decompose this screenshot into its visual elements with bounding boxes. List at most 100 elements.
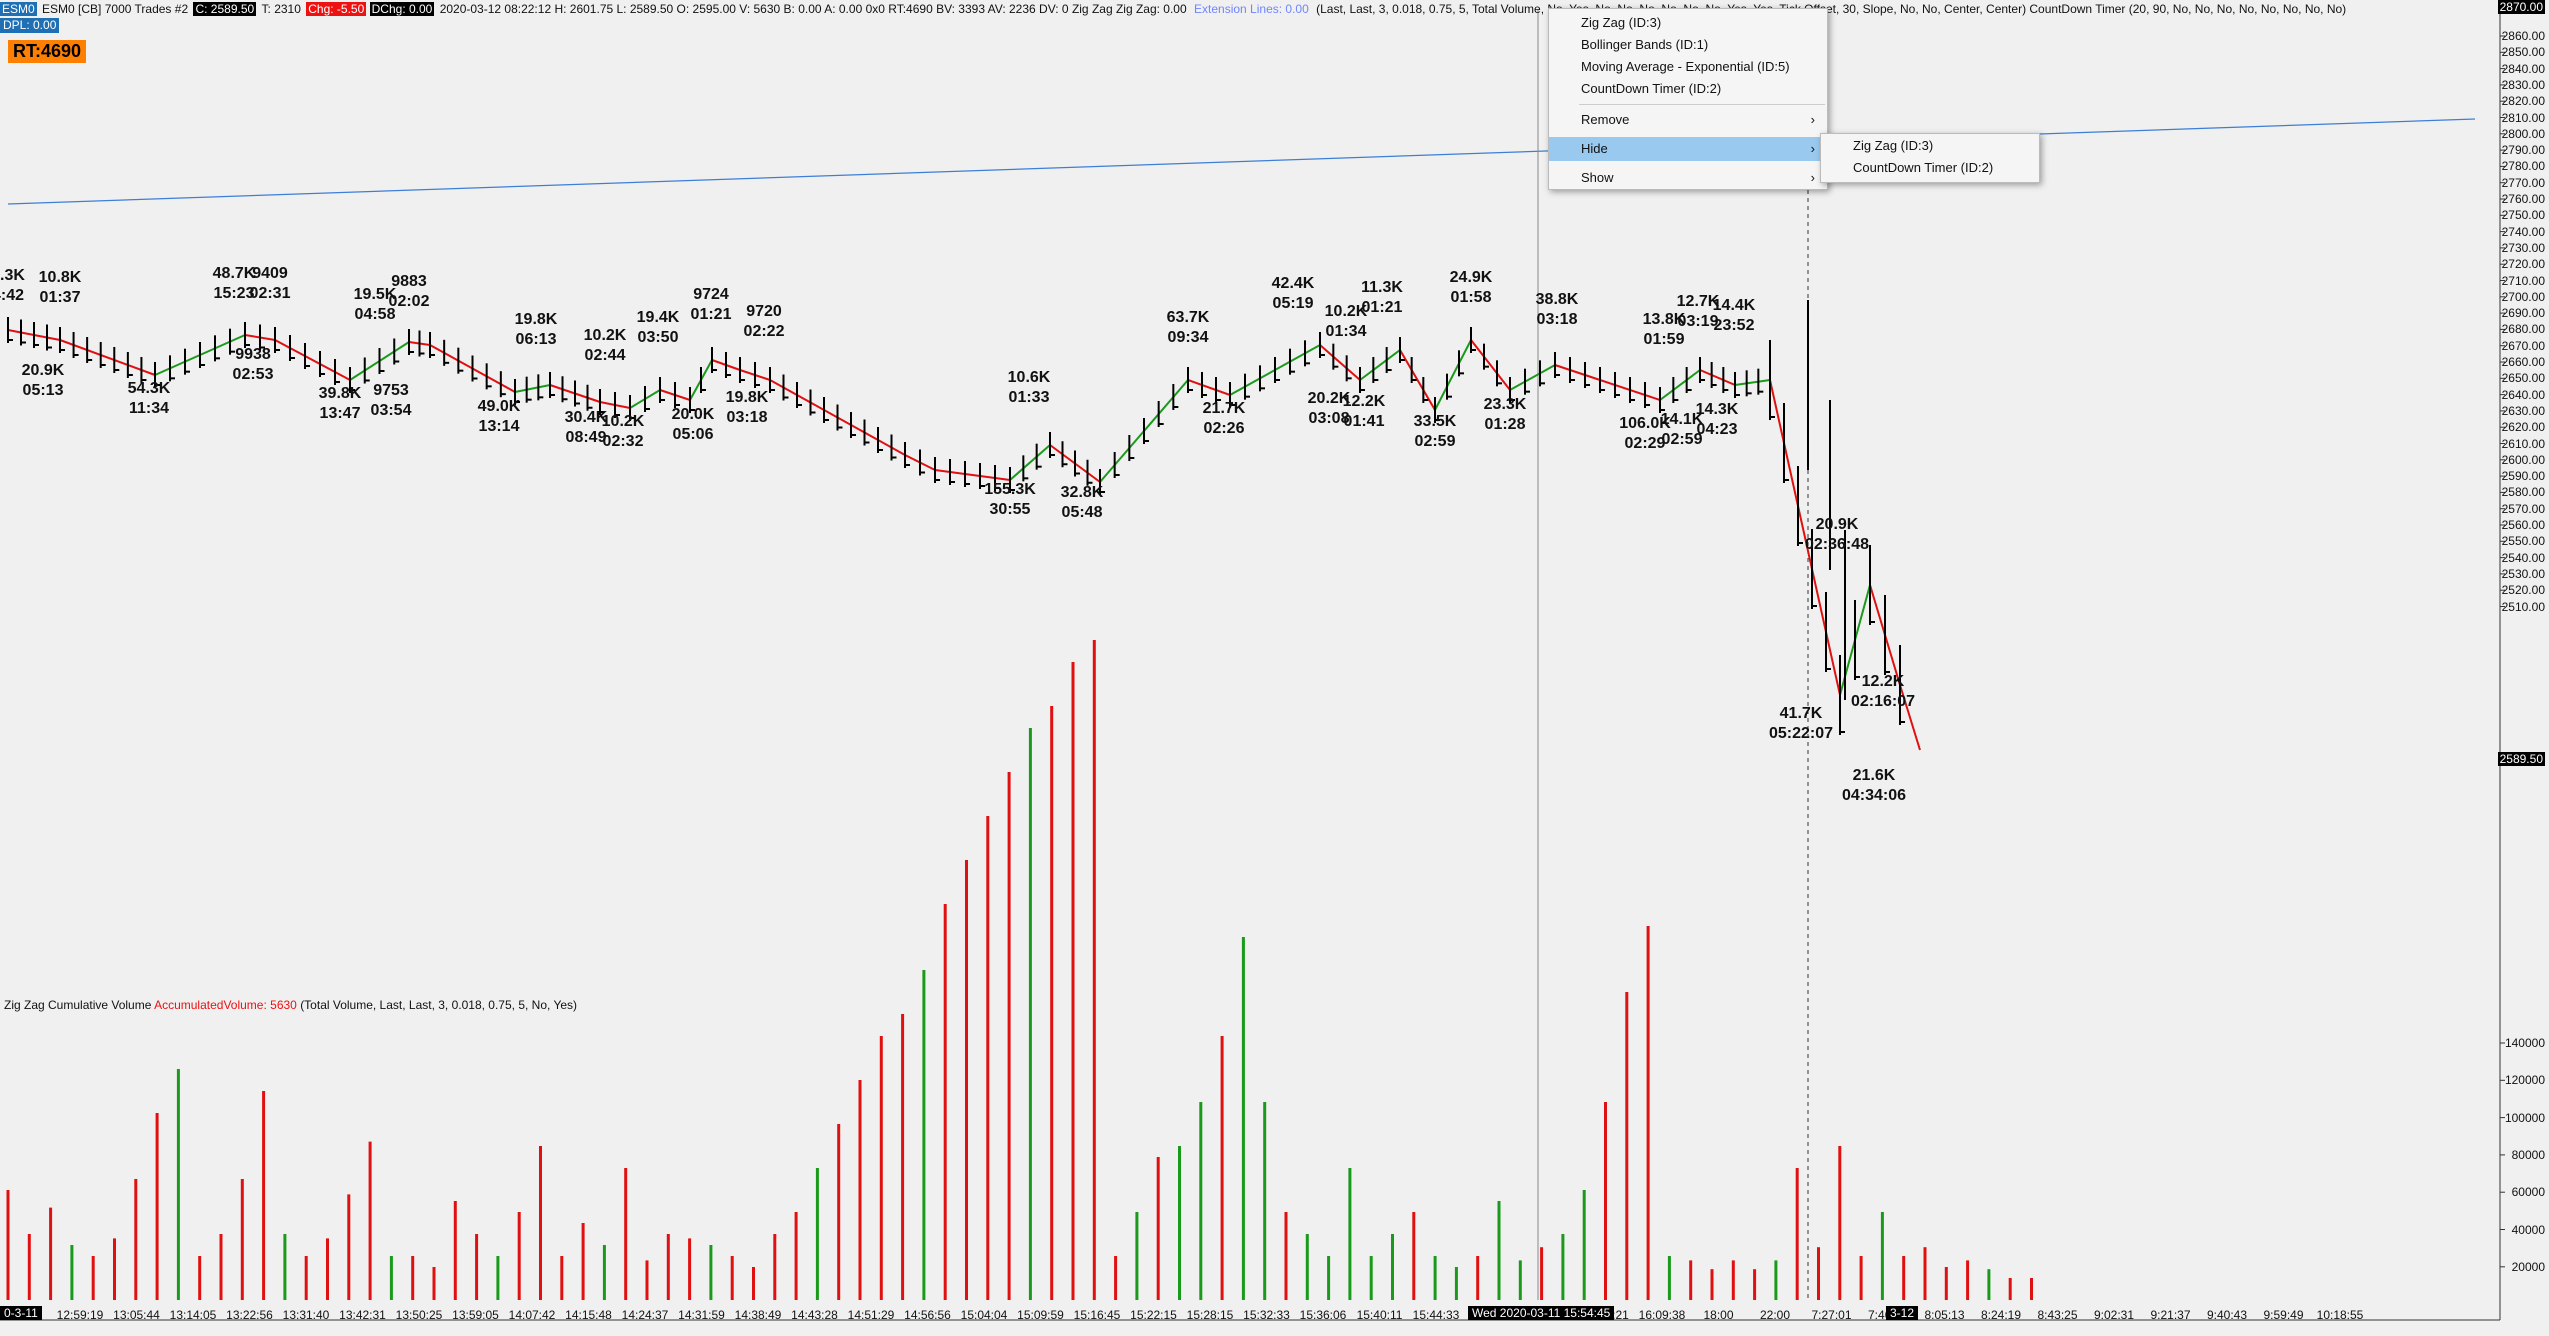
- zigzag-segment: [1554, 364, 1601, 381]
- price-tick-label: 2570.00: [2501, 501, 2545, 516]
- zigzag-volume: 12.2K: [1861, 673, 1905, 690]
- price-tick-label: 2650.00: [2501, 371, 2545, 386]
- menu-item-ema[interactable]: Moving Average - Exponential (ID:5): [1581, 59, 1790, 74]
- zigzag-time: 01:37: [39, 289, 81, 306]
- volume-tick-label: 20000: [2511, 1259, 2545, 1274]
- zigzag-label: 19.8K 06:13: [515, 310, 558, 350]
- zigzag-label: 20.9K 02:36:48: [1805, 515, 1869, 555]
- zigzag-volume: 14.1K: [1660, 411, 1704, 428]
- time-tick-label: 15:28:15: [1186, 1308, 1234, 1322]
- show-label: Show: [1581, 170, 1614, 185]
- zigzag-time: 01:59: [1643, 331, 1685, 348]
- zigzag-time: 02:32: [602, 433, 644, 450]
- menu-item-countdown[interactable]: CountDown Timer (ID:2): [1581, 81, 1722, 96]
- zigzag-volume: 38.8K: [1535, 291, 1579, 308]
- zigzag-segment: [1659, 369, 1701, 401]
- price-tick-label: 2740.00: [2501, 224, 2545, 239]
- time-tick-label: 15:16:45: [1073, 1308, 1121, 1322]
- zigzag-label: 0.3K 4:42: [0, 266, 25, 306]
- menu-item-show[interactable]: Show ›: [1549, 166, 1827, 190]
- zigzag-label: 10.2K 02:32: [602, 412, 645, 452]
- submenu-item-countdown[interactable]: CountDown Timer (ID:2): [1853, 160, 1994, 175]
- moving-average-line: [7, 118, 2476, 205]
- menu-item-bollinger[interactable]: Bollinger Bands (ID:1): [1581, 37, 1709, 52]
- zigzag-time: 03:50: [637, 329, 679, 346]
- time-tick-label: 16:09:38: [1638, 1308, 1686, 1322]
- context-menu: Zig Zag (ID:3) Bollinger Bands (ID:1) Mo…: [1548, 8, 1828, 190]
- zigzag-segment: [1899, 684, 1921, 751]
- zigzag-label: 20.0K 05:06: [672, 405, 715, 445]
- zigzag-label: 19.5K 04:58: [354, 285, 397, 325]
- zigzag-volume: 20.2K: [1307, 390, 1351, 407]
- time-tick-label: 9:40:43: [2206, 1308, 2248, 1322]
- zigzag-time: 03:18: [726, 409, 768, 426]
- price-tick-label: 2660.00: [2501, 355, 2545, 369]
- date-left: 0-3-11: [0, 1306, 42, 1320]
- submenu-item-zigzag[interactable]: Zig Zag (ID:3): [1853, 138, 1934, 153]
- zigzag-time: 04:58: [354, 306, 396, 323]
- price-tick-label: 2700.00: [2501, 289, 2545, 304]
- zigzag-segment: [1769, 379, 1841, 696]
- price-tick-label: 2810.00: [2501, 110, 2545, 125]
- zigzag-segment: [514, 384, 551, 393]
- zigzag-time: 01:34: [1325, 323, 1367, 340]
- zigzag-label: 32.8K 05:48: [1061, 483, 1104, 523]
- time-tick-label: 13:14:05: [169, 1308, 217, 1322]
- zigzag-segment: [1319, 344, 1361, 381]
- zigzag-volume: 10.2K: [583, 327, 627, 344]
- time-tick-label: 13:59:05: [452, 1308, 499, 1322]
- zigzag-volume: 10.6K: [1007, 369, 1051, 386]
- zigzag-label: 9753 03:54: [371, 381, 412, 421]
- zigzag-volume: 12.7K: [1676, 293, 1720, 310]
- zigzag-label: 12.2K 02:16:07: [1851, 672, 1915, 712]
- price-tick-label: 2730.00: [2501, 240, 2545, 255]
- time-tick-label: 14:56:56: [904, 1308, 951, 1322]
- zigzag-time: 02:53: [232, 366, 274, 383]
- zigzag-volume: 14.3K: [1695, 401, 1739, 418]
- zigzag-volume: 9938: [235, 346, 271, 363]
- zigzag-volume: 19.4K: [636, 309, 680, 326]
- price-tick-label: 2510.00: [2501, 599, 2545, 614]
- price-tick-label: 2860.00: [2501, 29, 2545, 43]
- zigzag-volume: 10.2K: [601, 413, 645, 430]
- zigzag-time: 13:14: [478, 418, 520, 435]
- zigzag-label: 12.7K 03:19: [1677, 292, 1720, 332]
- zigzag-time: 02:44: [584, 347, 626, 364]
- zigzag-volume: 54.3K: [127, 380, 171, 397]
- date-right: 3-12: [1886, 1306, 1919, 1320]
- time-tick-label: 12:59:19: [56, 1308, 104, 1322]
- zigzag-time: 01:33: [1008, 389, 1050, 406]
- time-tick-label: 13:50:25: [395, 1308, 443, 1322]
- zigzag-volume: 10.2K: [1324, 303, 1368, 320]
- price-tick-label: 2760.00: [2501, 192, 2545, 206]
- time-tick-label: 15:36:06: [1299, 1308, 1347, 1322]
- time-tick-label: 9:02:31: [2093, 1308, 2135, 1322]
- menu-item-remove[interactable]: Remove ›: [1549, 108, 1827, 132]
- symbol-box[interactable]: ESM0: [0, 2, 37, 16]
- zigzag-volume: 9720: [746, 303, 782, 320]
- zigzag-label: 9409 02:31: [250, 264, 291, 304]
- zigzag-time: 05:13: [22, 382, 64, 399]
- zigzag-time: 03:08: [1308, 410, 1350, 427]
- zigzag-volume: 32.8K: [1060, 484, 1104, 501]
- menu-item-hide[interactable]: Hide ›: [1549, 137, 1827, 161]
- volume-tick-label: 100000: [2504, 1110, 2545, 1125]
- price-tick-label: 2670.00: [2501, 338, 2545, 353]
- zigzag-time: 01:41: [1343, 413, 1385, 430]
- price-tick-label: 2770.00: [2501, 175, 2545, 190]
- time-tick-label: 13:22:56: [226, 1308, 273, 1322]
- zigzag-time: 08:49: [565, 429, 607, 446]
- menu-item-zigzag[interactable]: Zig Zag (ID:3): [1581, 15, 1662, 30]
- zigzag-time: 23:52: [1713, 317, 1755, 334]
- price-tick-label: 2540.00: [2501, 550, 2545, 565]
- daily-change: DChg: 0.00: [369, 2, 435, 16]
- zigzag-label: 33.5K 02:59: [1414, 412, 1457, 452]
- price-tick-label: 2620.00: [2501, 420, 2545, 435]
- hide-submenu: Zig Zag (ID:3) CountDown Timer (ID:2): [1820, 133, 2040, 183]
- price-tick-label: 2790.00: [2501, 143, 2545, 158]
- time-tick-label: 15:22:15: [1130, 1308, 1177, 1322]
- chevron-right-icon: ›: [1810, 112, 1815, 127]
- time-tick-label: 14:07:42: [508, 1308, 556, 1322]
- zigzag-label: 20.9K 05:13: [22, 361, 65, 401]
